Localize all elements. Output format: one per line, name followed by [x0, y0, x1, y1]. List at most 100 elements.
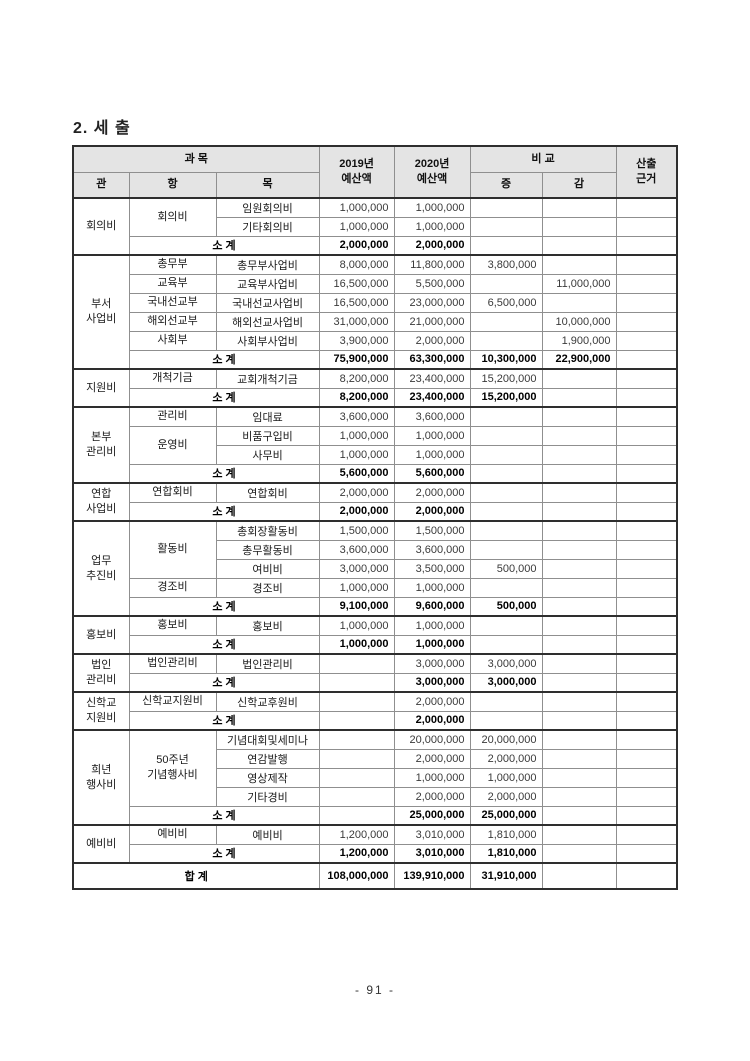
subtotal-label: 소 계 — [128, 596, 320, 617]
header-increase: 증 — [469, 171, 543, 199]
cell-2019-amount: 2,000,000 — [318, 235, 395, 256]
cell-calculation-basis — [615, 539, 678, 560]
cell-decrease — [541, 197, 617, 218]
subtotal-row: 소 계 8,200,000 23,400,000 15,200,000 — [73, 387, 678, 408]
cell-calculation-basis — [615, 710, 678, 731]
cell-increase — [469, 710, 543, 731]
cell-calculation-basis — [615, 444, 678, 465]
item-row: 해외선교부 해외선교사업비 31,000,000 21,000,000 10,000,0… — [73, 311, 678, 332]
cell-decrease — [541, 425, 617, 446]
item-row: 사회부 사회부사업비 3,900,000 2,000,000 1,900,000 — [73, 330, 678, 351]
cell-2019-amount: 8,200,000 — [318, 368, 395, 389]
cell-decrease: 1,900,000 — [541, 330, 617, 351]
cell-increase: 2,000,000 — [469, 748, 543, 769]
cell-2019-amount: 3,000,000 — [318, 558, 395, 579]
cell-decrease — [541, 539, 617, 560]
cell-2020-amount: 11,800,000 — [393, 254, 471, 275]
cell-calculation-basis — [615, 634, 678, 655]
item-row: 희년 행사비 50주년 기념행사비 기념대회및세미나 20,000,000 20,000… — [72, 729, 678, 826]
cell-decrease — [541, 729, 617, 750]
subtotal-row: 소 계 3,000,000 3,000,000 — [73, 672, 678, 693]
cell-2020-amount: 139,910,000 — [393, 862, 471, 890]
cell-increase: 15,200,000 — [469, 387, 543, 408]
cell-calculation-basis — [615, 786, 678, 807]
budget-table-container: 과 목 2019년 예산액 2020년 예산액 비 교 산출 근거 관 항 목 … — [72, 145, 679, 890]
cell-increase: 500,000 — [469, 558, 543, 579]
cell-2020-amount: 23,400,000 — [393, 387, 471, 408]
cell-increase — [469, 463, 543, 484]
cell-calculation-basis — [615, 387, 678, 408]
cell-decrease — [541, 501, 617, 522]
cell-2019-amount: 3,900,000 — [318, 330, 395, 351]
cell-calculation-basis — [615, 862, 678, 890]
cell-calculation-basis — [615, 824, 678, 845]
cell-2019-amount: 8,000,000 — [318, 254, 395, 275]
cell-2019-amount: 1,200,000 — [318, 843, 395, 864]
cell-2020-amount: 23,400,000 — [393, 368, 471, 389]
subtotal-row: 소 계 9,100,000 9,600,000 500,000 — [73, 596, 678, 617]
cell-hang: 해외선교부 — [128, 311, 217, 332]
subtotal-row: 소 계 75,900,000 63,300,000 10,300,000 22,900,… — [73, 349, 678, 370]
cell-2020-amount: 3,000,000 — [393, 672, 471, 693]
cell-2019-amount: 1,000,000 — [318, 634, 395, 655]
item-row: 업무 추진비 활동비 총회장활동비 1,500,000 1,500,000 — [72, 520, 678, 617]
cell-decrease — [541, 767, 617, 788]
cell-2019-amount: 3,600,000 — [318, 539, 395, 560]
cell-hang: 경조비 — [128, 577, 217, 598]
subtotal-label: 소 계 — [128, 710, 320, 731]
cell-2019-amount: 2,000,000 — [318, 482, 395, 503]
cell-calculation-basis — [615, 349, 678, 370]
cell-increase — [469, 691, 543, 712]
cell-decrease: 10,000,000 — [541, 311, 617, 332]
cell-increase — [469, 216, 543, 237]
cell-decrease — [541, 482, 617, 503]
cell-2019-amount — [318, 729, 395, 750]
header-row-2: 관 항 목 증 감 — [72, 171, 677, 199]
cell-mok: 총무부사업비 — [215, 254, 320, 275]
cell-increase — [469, 406, 543, 427]
cell-increase: 20,000,000 — [469, 729, 543, 750]
cell-mok: 교육부사업비 — [215, 273, 320, 294]
cell-increase — [469, 520, 543, 541]
cell-increase — [469, 330, 543, 351]
cell-calculation-basis — [615, 748, 678, 769]
item-row: 법인 관리비 법인관리비 법인관리비 3,000,000 3,000,000 — [72, 653, 678, 693]
cell-hang: 총무부 — [128, 254, 217, 275]
item-row: 신학교 지원비 신학교지원비 신학교후원비 2,000,000 — [72, 691, 678, 731]
total-row: 합 계 108,000,000 139,910,000 31,910,000 — [72, 862, 678, 890]
header-mok: 목 — [215, 171, 320, 199]
cell-gwan: 법인 관리비 — [72, 653, 130, 693]
cell-2019-amount: 1,000,000 — [318, 216, 395, 237]
cell-2019-amount — [318, 767, 395, 788]
cell-2019-amount: 1,000,000 — [318, 444, 395, 465]
cell-2020-amount: 5,600,000 — [393, 463, 471, 484]
cell-2020-amount: 2,000,000 — [393, 691, 471, 712]
cell-increase: 3,000,000 — [469, 672, 543, 693]
cell-mok: 기타회의비 — [215, 216, 320, 237]
cell-2019-amount — [318, 748, 395, 769]
cell-decrease — [541, 216, 617, 237]
subtotal-row: 소 계 1,200,000 3,010,000 1,810,000 — [73, 843, 678, 864]
cell-2019-amount: 1,200,000 — [318, 824, 395, 845]
cell-increase — [469, 615, 543, 636]
cell-gwan: 신학교 지원비 — [72, 691, 130, 731]
cell-hang: 활동비 — [128, 520, 217, 579]
cell-2020-amount: 2,000,000 — [393, 235, 471, 256]
cell-increase — [469, 197, 543, 218]
cell-2019-amount — [318, 710, 395, 731]
cell-2020-amount: 2,000,000 — [393, 330, 471, 351]
header-2019-budget: 2019년 예산액 — [318, 145, 395, 199]
cell-2020-amount: 1,000,000 — [393, 634, 471, 655]
item-row: 본부 관리비 관리비 임대료 3,600,000 3,600,000 — [72, 406, 678, 484]
cell-calculation-basis — [615, 197, 678, 218]
item-row: 기타회의비 1,000,000 1,000,000 — [73, 216, 678, 237]
cell-decrease — [541, 558, 617, 579]
cell-2020-amount: 3,500,000 — [393, 558, 471, 579]
cell-mok: 신학교후원비 — [215, 691, 320, 712]
cell-hang: 홍보비 — [128, 615, 217, 636]
page-title: 2. 세 출 — [73, 120, 131, 137]
cell-calculation-basis — [615, 653, 678, 674]
item-row: 운영비 비품구입비 1,000,000 1,000,000 — [73, 425, 678, 465]
subtotal-row: 소 계 2,000,000 — [73, 710, 678, 731]
cell-2020-amount: 1,000,000 — [393, 577, 471, 598]
